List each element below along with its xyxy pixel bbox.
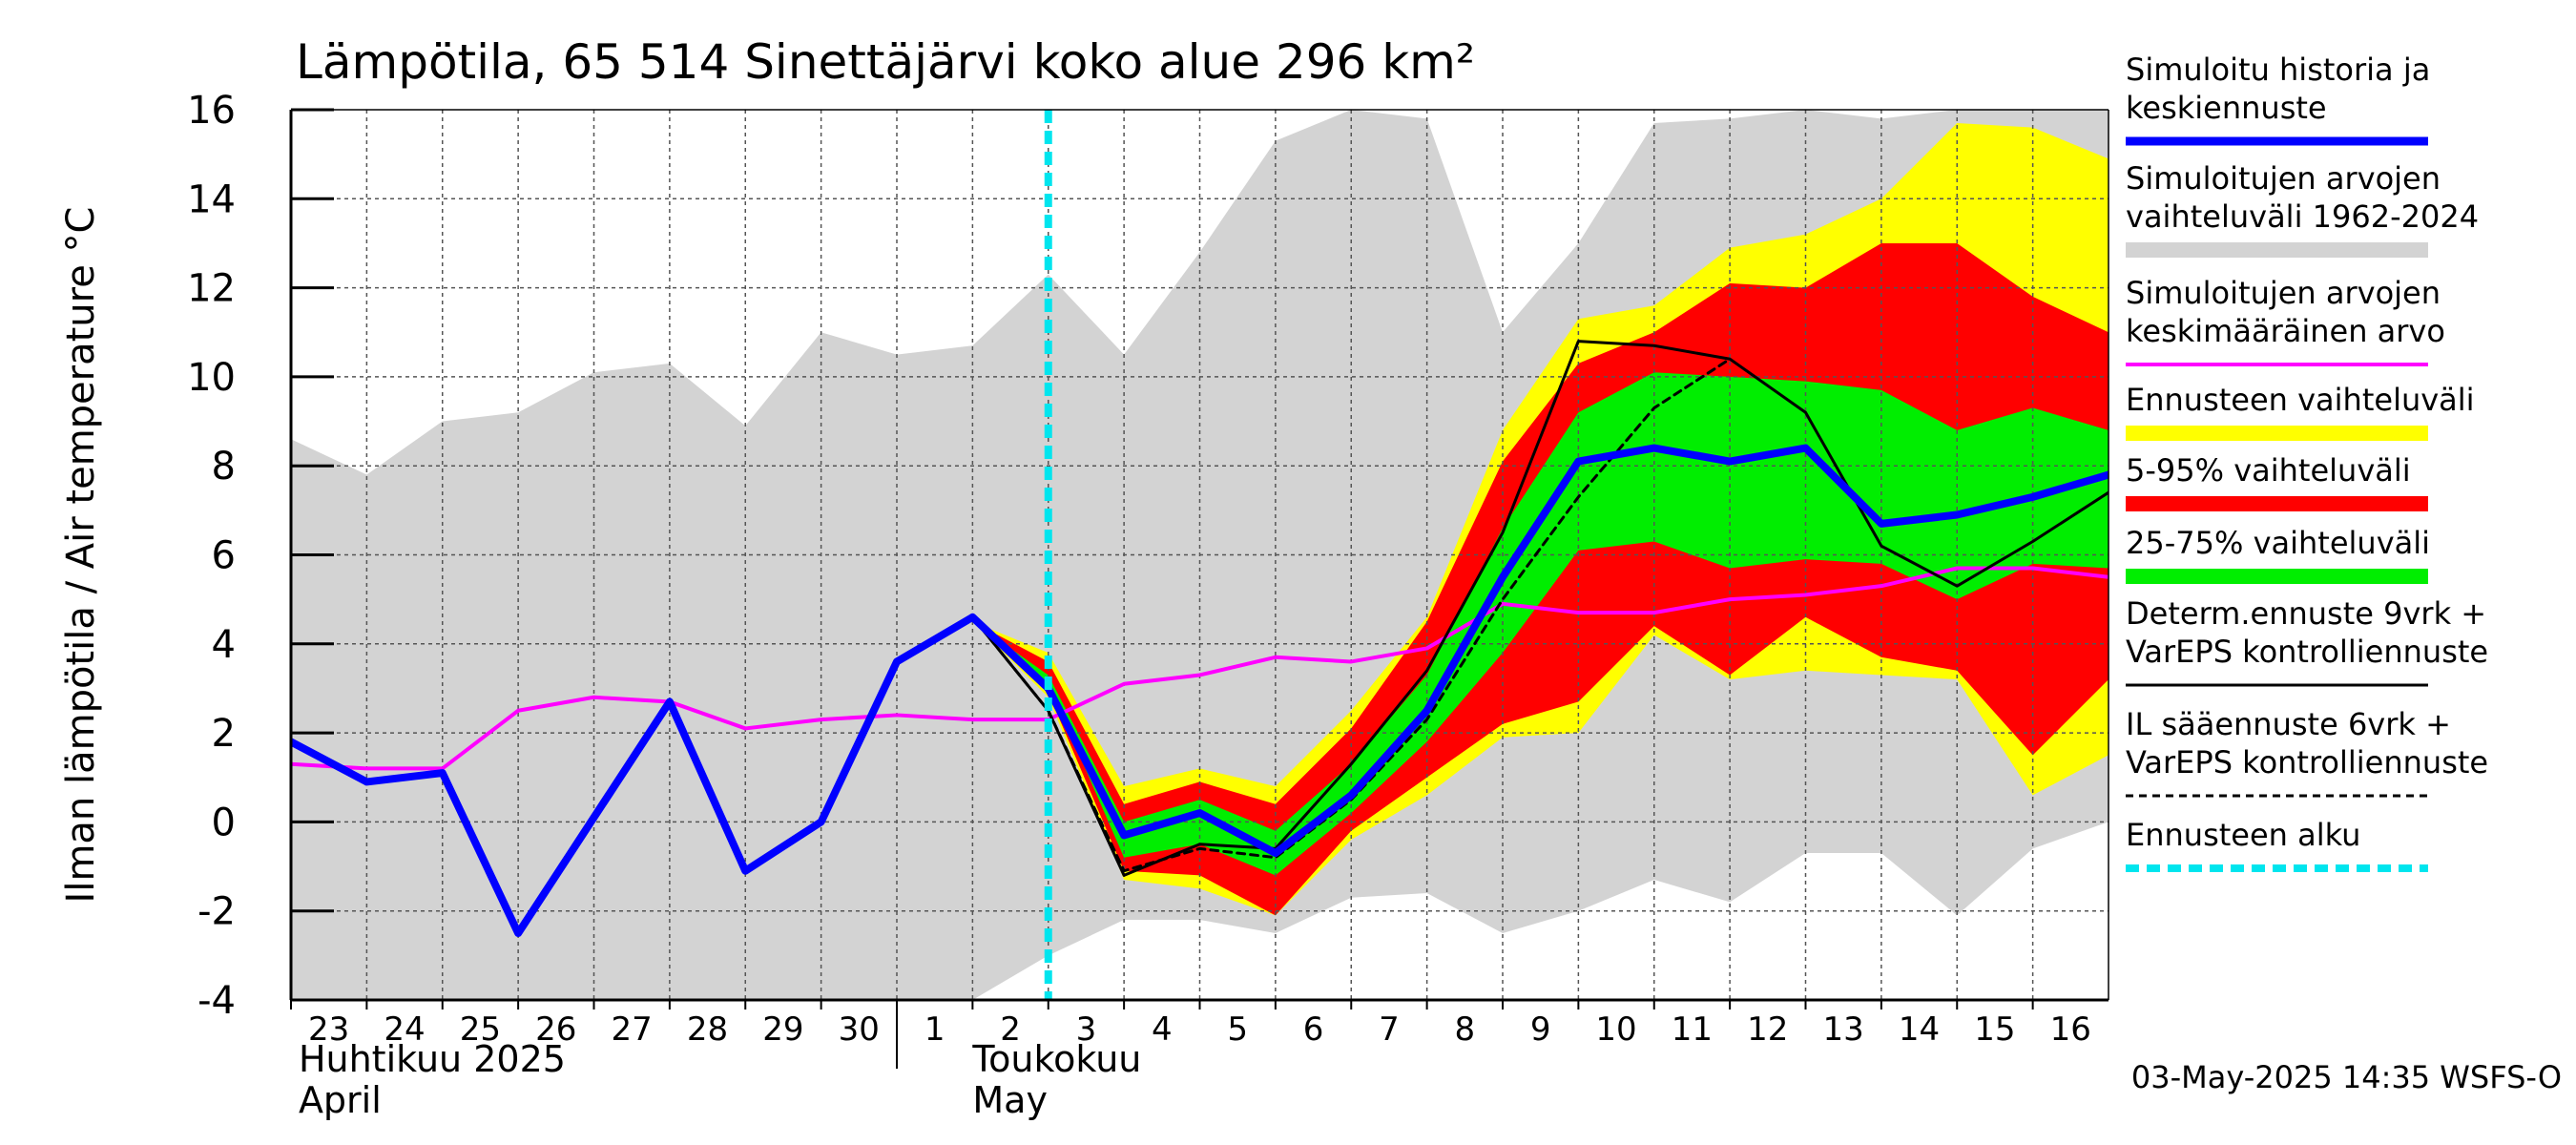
x-tick-label: 2 xyxy=(1000,1010,1021,1049)
legend-label: Simuloitujen arvojen xyxy=(2126,275,2441,311)
p25-75-band xyxy=(972,372,2109,876)
y-tick-label: -4 xyxy=(197,979,236,1023)
x-tick-label: 26 xyxy=(535,1010,576,1049)
legend-label: Ennusteen alku xyxy=(2126,817,2360,853)
month-label-fi: Huhtikuu 2025 xyxy=(299,1038,566,1080)
legend-label: Simuloitu historia ja xyxy=(2126,52,2430,88)
x-tick-label: 24 xyxy=(384,1010,425,1049)
x-tick-label: 27 xyxy=(612,1010,653,1049)
x-tick-label: 30 xyxy=(839,1010,880,1049)
timestamp: 03-May-2025 14:35 WSFS-O xyxy=(2131,1059,2562,1095)
x-tick-label: 7 xyxy=(1379,1010,1400,1049)
x-tick-label: 16 xyxy=(2050,1010,2091,1049)
month-label-fi: Toukokuu xyxy=(971,1038,1141,1080)
x-tick-label: 6 xyxy=(1303,1010,1324,1049)
legend-entry: IL sääennuste 6vrk + VarEPS kontrollienn… xyxy=(2126,706,2488,798)
x-tick-label: 13 xyxy=(1823,1010,1864,1049)
x-tick-label: 14 xyxy=(1899,1010,1940,1049)
y-tick-label: -2 xyxy=(197,890,236,934)
x-tick-label: 25 xyxy=(460,1010,501,1049)
x-tick-label: 29 xyxy=(762,1010,803,1049)
chart-title: Lämpötila, 65 514 Sinettäjärvi koko alue… xyxy=(296,34,1475,90)
x-tick-label: 9 xyxy=(1530,1010,1551,1049)
legend-label: VarEPS kontrolliennuste xyxy=(2126,634,2488,670)
legend-label: VarEPS kontrolliennuste xyxy=(2126,744,2488,781)
legend-entry: Ennusteen alku xyxy=(2126,817,2428,872)
x-tick-label: 15 xyxy=(1974,1010,2015,1049)
y-tick-label: 16 xyxy=(187,89,236,133)
legend-label: Simuloitujen arvojen xyxy=(2126,160,2441,197)
x-tick-label: 3 xyxy=(1076,1010,1097,1049)
y-tick-label: 10 xyxy=(187,356,236,400)
mean-series-line xyxy=(291,566,2109,771)
legend-entry: 5-95% vaihteluväli xyxy=(2126,452,2428,511)
x-tick-label: 4 xyxy=(1152,1010,1173,1049)
x-tick-label: 1 xyxy=(924,1010,945,1049)
x-tick-label: 11 xyxy=(1672,1010,1713,1049)
month-label-en: May xyxy=(972,1079,1048,1121)
legend-label: keskimääräinen arvo xyxy=(2126,313,2445,349)
legend-label: 25-75% vaihteluväli xyxy=(2126,525,2430,561)
legend-label: vaihteluväli 1962-2024 xyxy=(2126,198,2479,235)
x-tick-label: 12 xyxy=(1747,1010,1788,1049)
y-tick-label: 6 xyxy=(212,534,236,578)
y-tick-label: 12 xyxy=(187,267,236,311)
legend-label: Determ.ennuste 9vrk + xyxy=(2126,595,2486,632)
y-tick-label: 0 xyxy=(212,801,236,844)
x-tick-label: 8 xyxy=(1454,1010,1475,1049)
legend-label: 5-95% vaihteluväli xyxy=(2126,452,2411,489)
y-axis-label: Ilman lämpötila / Air temperature °C xyxy=(59,207,103,904)
simulated-series-line xyxy=(291,444,2109,938)
legend-label: IL sääennuste 6vrk + xyxy=(2126,706,2451,742)
x-tick-label: 28 xyxy=(687,1010,728,1049)
legend-label: keskiennuste xyxy=(2126,90,2327,126)
y-tick-label: 4 xyxy=(212,623,236,667)
x-tick-label: 5 xyxy=(1227,1010,1248,1049)
x-tick-label: 10 xyxy=(1595,1010,1636,1049)
legend-entry: 25-75% vaihteluväli xyxy=(2126,525,2430,584)
y-tick-label: 2 xyxy=(212,712,236,756)
y-tick-label: 8 xyxy=(212,445,236,489)
legend-entry: Ennusteen vaihteluväli xyxy=(2126,382,2475,441)
y-tick-label: 14 xyxy=(187,177,236,221)
legend-label: Ennusteen vaihteluväli xyxy=(2126,382,2475,418)
legend-entry: Determ.ennuste 9vrk +VarEPS kontrollienn… xyxy=(2126,595,2488,687)
x-tick-label: 23 xyxy=(308,1010,349,1049)
month-label-en: April xyxy=(299,1079,382,1121)
